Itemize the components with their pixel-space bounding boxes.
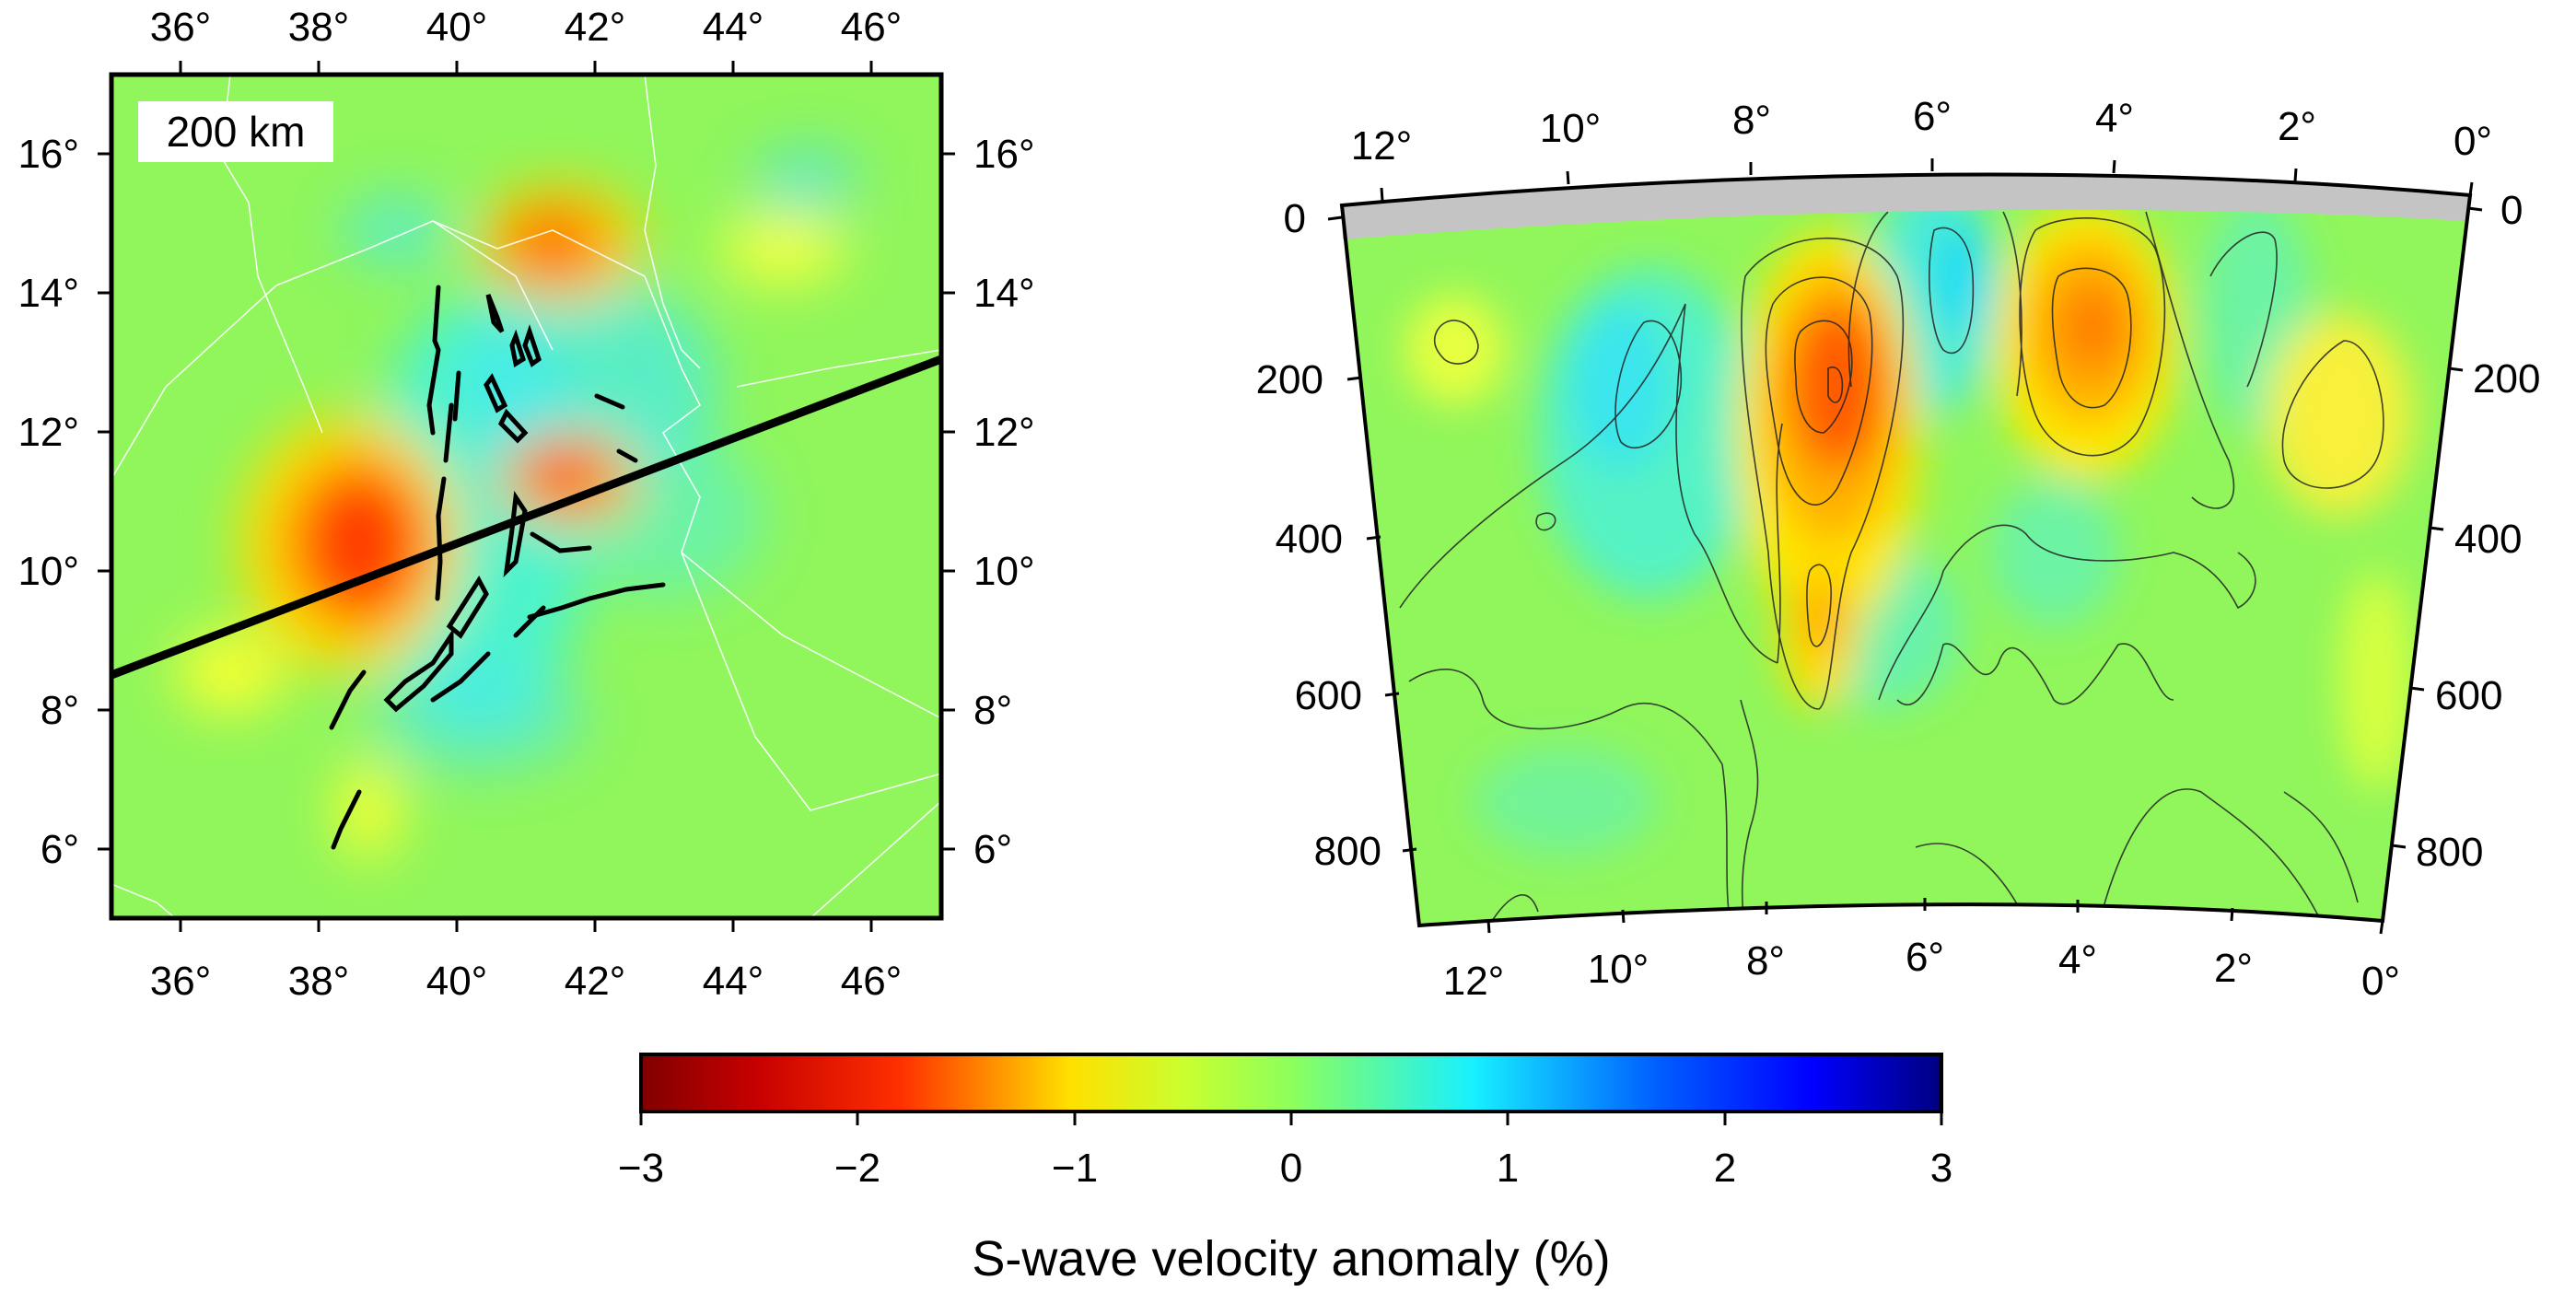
lon-tick-label: 46° <box>841 5 903 50</box>
section-bottom-tick-label: 2° <box>2214 946 2253 991</box>
section-surface-band <box>1342 174 2470 239</box>
lon-tick-label: 46° <box>841 959 903 1004</box>
section-bottom-tick-label: 6° <box>1906 935 1944 980</box>
section-bottom-labels: 12° 10° 8° 6° 4° 2° 0° <box>1443 935 2400 1004</box>
rift-faults <box>329 285 666 850</box>
section-right-depth-label: 600 <box>2435 673 2502 718</box>
lon-tick-label: 42° <box>565 5 626 50</box>
profile-line <box>111 355 941 680</box>
map-left-lat-ticks <box>98 152 111 851</box>
lat-tick-label: 10° <box>973 549 1035 594</box>
lat-tick-label: 6° <box>41 827 79 872</box>
section-right-depth-label: 400 <box>2454 517 2522 562</box>
map-top-lon-ticks <box>179 61 873 75</box>
lon-tick-label: 44° <box>703 959 764 1004</box>
section-top-tick-label: 12° <box>1351 123 1413 169</box>
section-bottom-tick-label: 4° <box>2058 937 2097 983</box>
colorbar-ticks <box>639 1112 1943 1125</box>
lat-tick-label: 10° <box>17 549 79 594</box>
section-left-depth-label: 0 <box>1284 196 1306 241</box>
lon-tick-label: 42° <box>565 959 626 1004</box>
section-right-depth-labels: 0 200 400 600 800 <box>2416 188 2540 875</box>
lat-tick-label: 16° <box>973 132 1035 177</box>
section-left-depth-label: 400 <box>1276 517 1343 562</box>
section-left-depth-label: 800 <box>1314 829 1381 874</box>
map-right-lat-ticks <box>941 152 955 851</box>
section-top-tick-label: 2° <box>2278 104 2316 149</box>
section-bottom-tick-label: 12° <box>1443 959 1505 1004</box>
lat-tick-label: 8° <box>41 688 79 733</box>
lon-tick-label: 38° <box>288 5 350 50</box>
lon-tick-label: 40° <box>426 5 488 50</box>
section-top-ticks <box>1380 158 2474 202</box>
section-top-tick-label: 4° <box>2095 96 2134 141</box>
colorbar-tick-label: 1 <box>1497 1146 1519 1191</box>
lat-tick-label: 14° <box>973 271 1035 316</box>
lon-tick-label: 36° <box>150 5 212 50</box>
lon-tick-label: 38° <box>288 959 350 1004</box>
colorbar-tick-label: 3 <box>1930 1146 1952 1191</box>
colorbar-title: S-wave velocity anomaly (%) <box>972 1231 1610 1286</box>
section-bottom-tick-label: 0° <box>2361 959 2400 1004</box>
map-left-lat-labels: 6° 8° 10° 12° 14° 16° <box>17 132 79 872</box>
map-anomaly-field <box>111 75 941 918</box>
map-frame <box>109 72 944 921</box>
section-contours <box>1399 211 2384 925</box>
section-top-tick-label: 8° <box>1732 98 1771 143</box>
section-right-depth-label: 800 <box>2416 830 2483 875</box>
colorbar-tick-label: −3 <box>618 1146 664 1191</box>
colorbar-gradient <box>639 1053 1943 1113</box>
lat-tick-label: 12° <box>973 410 1035 455</box>
depth-label-box: 200 km <box>138 101 333 162</box>
section-left-depth-label: 600 <box>1295 673 1362 718</box>
section-right-depth-label: 200 <box>2473 356 2540 402</box>
lon-tick-label: 36° <box>150 959 212 1004</box>
map-bottom-lon-labels: 36° 38° 40° 42° 44° 46° <box>150 959 903 1004</box>
section-top-tick-label: 0° <box>2454 119 2492 164</box>
colorbar-tick-label: −1 <box>1052 1146 1098 1191</box>
map-panel: 200 km 36° 38° 40° 42° 44° 46° <box>17 5 1034 1004</box>
section-top-tick-label: 10° <box>1540 106 1602 151</box>
section-top-tick-label: 6° <box>1913 94 1952 139</box>
section-bottom-ticks <box>1486 898 2384 935</box>
lon-tick-label: 44° <box>703 5 764 50</box>
section-left-depth-labels: 0 200 400 600 800 <box>1256 196 1381 874</box>
map-right-lat-labels: 6° 8° 10° 12° 14° 16° <box>973 132 1035 872</box>
lat-tick-label: 8° <box>973 688 1012 733</box>
lat-tick-label: 6° <box>973 827 1012 872</box>
section-left-depth-ticks <box>1327 215 1417 853</box>
colorbar: −3 −2 −1 0 1 2 3 S-wave velocity anomaly… <box>618 1053 1952 1286</box>
lat-tick-label: 16° <box>17 132 79 177</box>
section-left-depth-label: 200 <box>1256 357 1323 402</box>
section-top-labels: 12° 10° 8° 6° 4° 2° 0° <box>1351 94 2492 169</box>
colorbar-tick-label: 0 <box>1280 1146 1302 1191</box>
map-top-lon-labels: 36° 38° 40° 42° 44° 46° <box>150 5 903 50</box>
colorbar-tick-label: −2 <box>834 1146 880 1191</box>
section-frame <box>1339 172 2473 928</box>
colorbar-tick-labels: −3 −2 −1 0 1 2 3 <box>618 1146 1952 1191</box>
colorbar-tick-label: 2 <box>1714 1146 1736 1191</box>
lat-tick-label: 14° <box>17 271 79 316</box>
section-panel: 12° 10° 8° 6° 4° 2° 0° 12° 10° 8° 6° 4° … <box>1256 94 2541 1004</box>
section-right-depth-ticks <box>2391 206 2483 849</box>
map-bottom-lon-ticks <box>179 918 873 932</box>
section-right-depth-label: 0 <box>2500 188 2523 233</box>
lat-tick-label: 12° <box>17 410 79 455</box>
section-bottom-tick-label: 10° <box>1588 947 1649 992</box>
depth-label: 200 km <box>167 108 306 156</box>
lon-tick-label: 40° <box>426 959 488 1004</box>
section-bottom-tick-label: 8° <box>1746 938 1785 984</box>
section-anomaly-field <box>1342 174 2470 925</box>
